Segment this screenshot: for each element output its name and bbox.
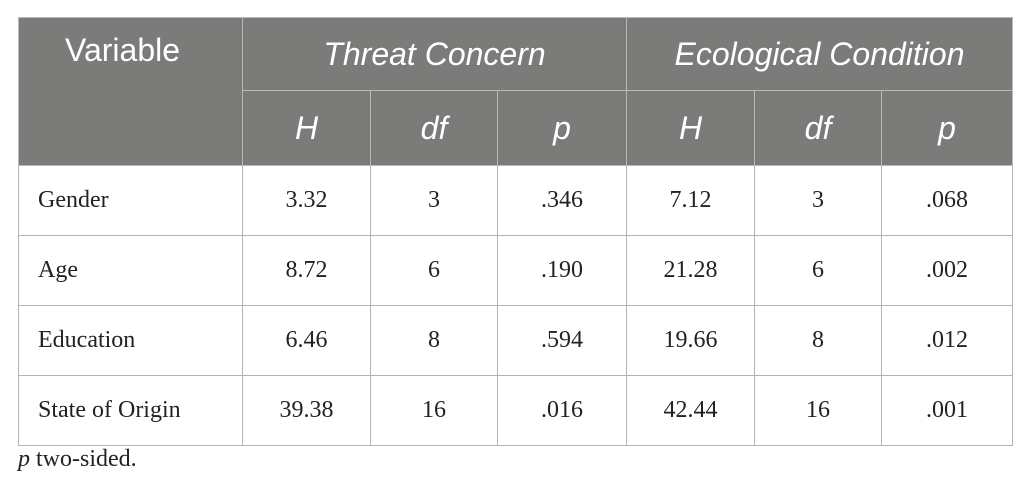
tc-df-cell: 6 — [370, 235, 498, 306]
ec-df-cell: 16 — [754, 375, 882, 446]
ec-df-cell: 8 — [754, 305, 882, 376]
tc-df-header: df — [370, 90, 498, 166]
variable-cell: Education — [18, 305, 243, 376]
ec-h-cell: 21.28 — [626, 235, 755, 306]
tc-df-cell: 3 — [370, 165, 498, 236]
table-row: Gender 3.32 3 .346 7.12 3 .068 — [18, 165, 1014, 236]
tc-h-cell: 39.38 — [242, 375, 371, 446]
ec-p-header: p — [880, 90, 1014, 166]
kruskal-wallis-table: Variable Threat Concern Ecological Condi… — [18, 17, 1014, 446]
ec-p-cell: .012 — [880, 305, 1014, 376]
tc-h-header: H — [242, 90, 371, 166]
ec-h-header: H — [626, 90, 755, 166]
threat-concern-header: Threat Concern — [242, 17, 627, 91]
tc-df-cell: 8 — [370, 305, 498, 376]
footnote-text: two-sided. — [30, 446, 137, 472]
tc-h-cell: 3.32 — [242, 165, 371, 236]
variable-header: Variable — [18, 17, 243, 166]
tc-p-header: p — [497, 90, 627, 166]
tc-p-cell: .594 — [497, 305, 627, 376]
tc-df-cell: 16 — [370, 375, 498, 446]
ec-df-cell: 3 — [754, 165, 882, 236]
table-body: Gender 3.32 3 .346 7.12 3 .068 Age 8.72 … — [18, 165, 1014, 446]
table-header: Variable Threat Concern Ecological Condi… — [18, 17, 1014, 166]
ec-p-cell: .001 — [880, 375, 1014, 446]
ec-df-cell: 6 — [754, 235, 882, 306]
variable-cell: Age — [18, 235, 243, 306]
tc-p-cell: .190 — [497, 235, 627, 306]
header-group-row: Variable Threat Concern Ecological Condi… — [18, 17, 1014, 166]
variable-cell: Gender — [18, 165, 243, 236]
tc-p-cell: .016 — [497, 375, 627, 446]
results-table-container: Variable Threat Concern Ecological Condi… — [18, 17, 1014, 446]
ec-df-header: df — [754, 90, 882, 166]
table-row: Age 8.72 6 .190 21.28 6 .002 — [18, 235, 1014, 306]
ecological-condition-header: Ecological Condition — [625, 17, 1014, 91]
ec-h-cell: 42.44 — [626, 375, 755, 446]
header-sub-row: H df p H df p — [19, 90, 1014, 166]
table-row: Education 6.46 8 .594 19.66 8 .012 — [18, 305, 1014, 376]
footnote-p-symbol: p — [18, 446, 30, 472]
ec-p-cell: .068 — [880, 165, 1014, 236]
variable-cell: State of Origin — [18, 375, 243, 446]
ec-p-cell: .002 — [880, 235, 1014, 306]
tc-h-cell: 6.46 — [242, 305, 371, 376]
tc-p-cell: .346 — [497, 165, 627, 236]
table-footnote: p two-sided. — [18, 446, 137, 473]
tc-h-cell: 8.72 — [242, 235, 371, 306]
ec-h-cell: 7.12 — [626, 165, 755, 236]
ec-h-cell: 19.66 — [626, 305, 755, 376]
table-row: State of Origin 39.38 16 .016 42.44 16 .… — [18, 375, 1014, 446]
